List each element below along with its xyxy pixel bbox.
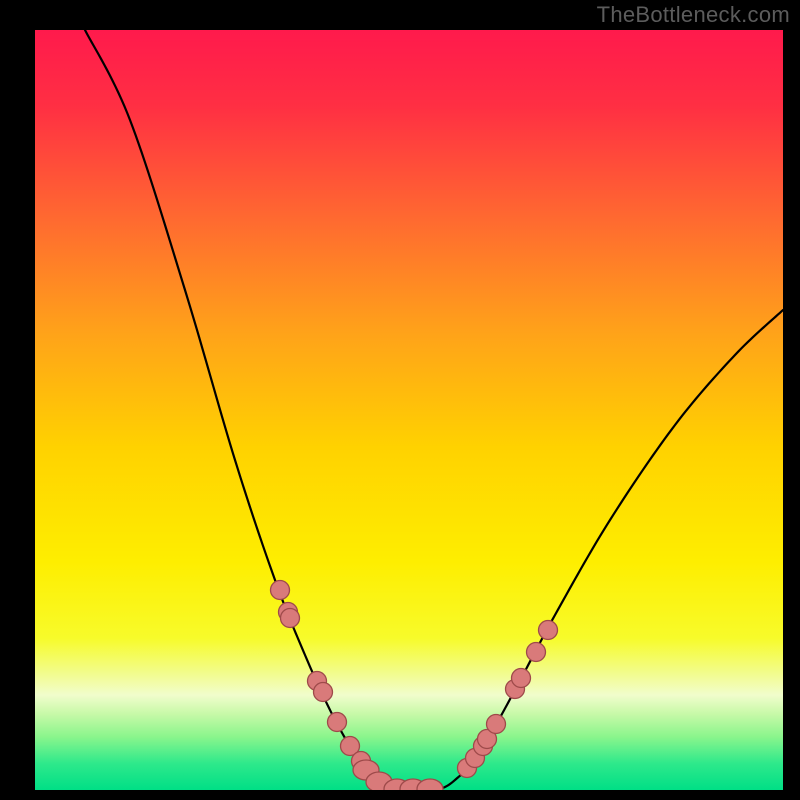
bottleneck-chart (0, 0, 800, 800)
watermark-text: TheBottleneck.com (597, 2, 790, 28)
chart-frame: TheBottleneck.com (0, 0, 800, 800)
